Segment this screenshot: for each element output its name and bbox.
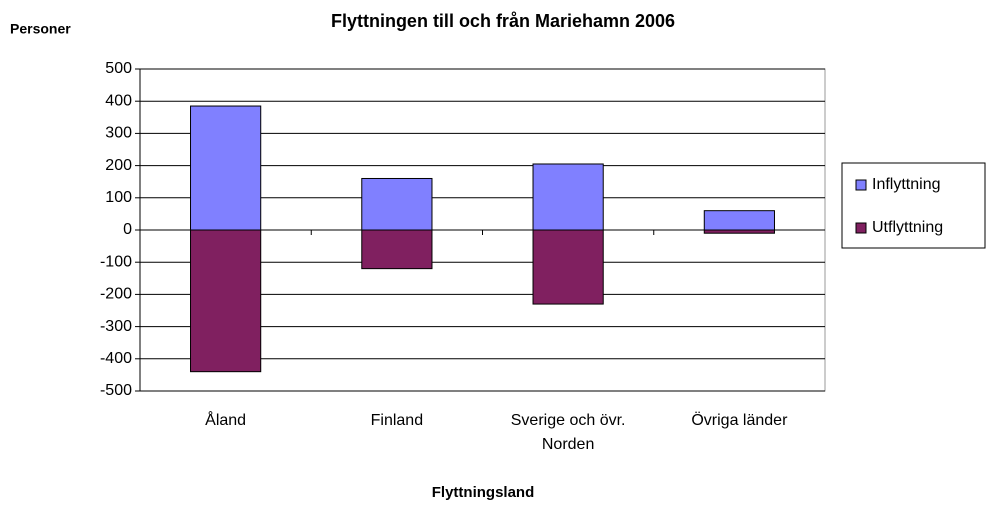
x-tick-label: Sverige och övr. Norden	[510, 412, 626, 453]
y-tick-label: 0	[123, 221, 132, 238]
y-tick-label: -100	[100, 253, 132, 270]
y-axis-label: Personer	[10, 21, 71, 37]
bar	[532, 163, 604, 231]
x-axis-label: Flyttningsland	[432, 484, 535, 501]
chart-title: Flyttningen till och från Mariehamn 2006	[331, 11, 675, 31]
bar	[190, 105, 262, 231]
y-tick-label: -300	[100, 318, 132, 335]
legend-swatch	[855, 179, 867, 191]
bar	[361, 229, 433, 270]
legend-label: Utflyttning	[872, 219, 943, 236]
y-tick-label: 400	[105, 92, 132, 109]
legend-swatch	[855, 222, 867, 234]
y-tick-label: 300	[105, 125, 132, 142]
legend-label: Inflyttning	[872, 176, 940, 193]
y-tick-label: 200	[105, 157, 132, 174]
x-tick-label: Åland	[205, 412, 247, 429]
y-tick-label: -500	[100, 382, 132, 399]
legend-box	[841, 162, 986, 249]
y-tick-label: -400	[100, 350, 132, 367]
bar	[361, 177, 433, 231]
y-tick-label: 500	[105, 60, 132, 77]
x-tick-label: Finland	[370, 412, 424, 429]
bar	[703, 229, 775, 234]
y-tick-label: 100	[105, 189, 132, 206]
bar	[532, 229, 604, 305]
x-tick-label: Övriga länder	[691, 412, 788, 429]
y-tick-label: -200	[100, 286, 132, 303]
bar	[190, 229, 262, 373]
bar	[703, 210, 775, 231]
